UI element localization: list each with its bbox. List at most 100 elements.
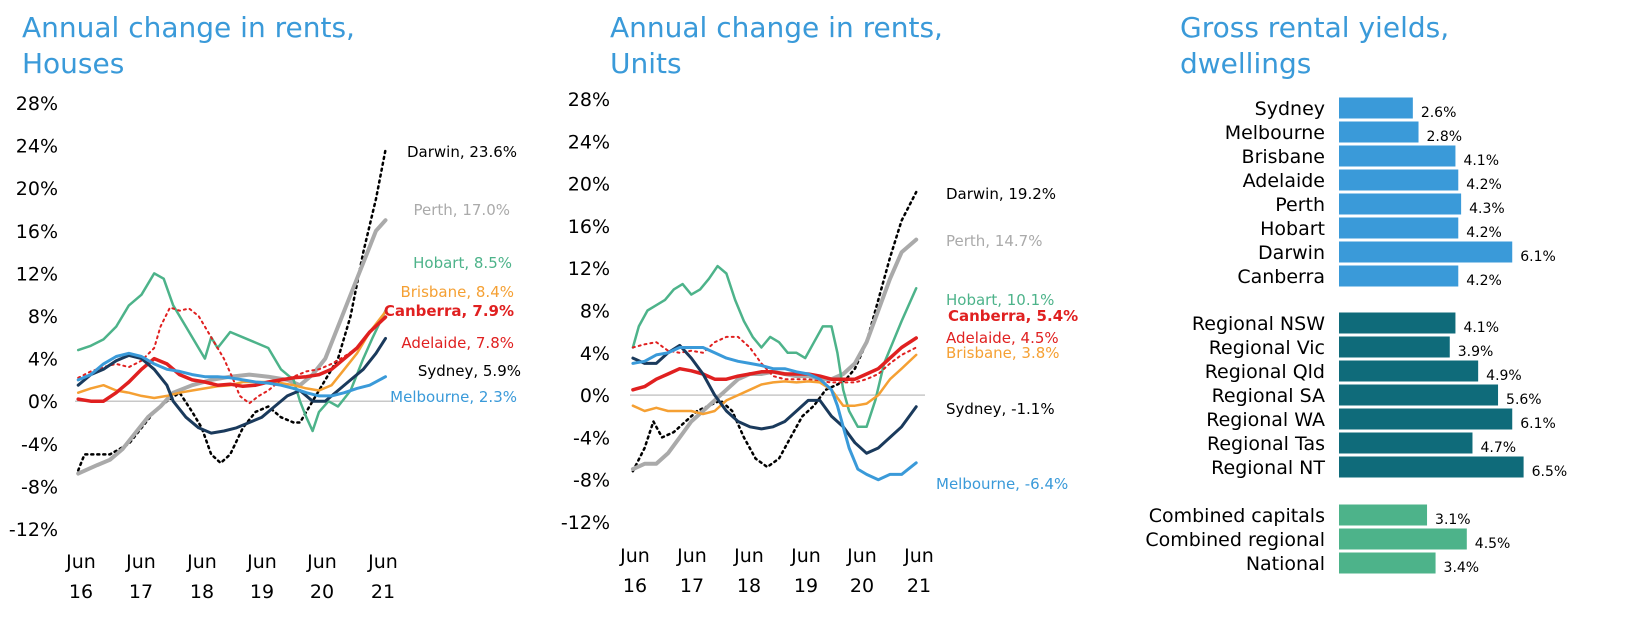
units-ytick-label: -8% xyxy=(573,470,610,492)
bar-value-label: 4.2% xyxy=(1466,273,1502,289)
houses-xtick-month: Jun xyxy=(125,551,156,573)
bar-name-label: Melbourne xyxy=(1225,122,1325,144)
units-series-brisbane-line xyxy=(631,353,918,416)
bar-adelaide xyxy=(1339,169,1459,191)
houses-ytick-label: 24% xyxy=(16,136,58,158)
houses-line-chart: 28% 24% 20% 16% 12% 8% 4% 0% -4% -8% -12% Jun 16 Jun 1… xyxy=(9,93,521,603)
houses-series-darwin-label: Darwin, 23.6% xyxy=(407,143,517,161)
bar-name-label: Regional NSW xyxy=(1192,313,1325,335)
units-chart-title: Annual change in rents, Units xyxy=(610,10,943,82)
houses-series-melbourne-line xyxy=(76,351,387,398)
units-title-line2: Units xyxy=(610,47,682,80)
bar-value-label: 6.1% xyxy=(1520,416,1556,432)
units-xtick-month: Jun xyxy=(619,545,650,567)
units-series-hobart-line xyxy=(631,264,918,429)
houses-xtick-year: 20 xyxy=(310,581,334,603)
bar-name-label: Regional WA xyxy=(1206,409,1325,431)
houses-ytick-label: 20% xyxy=(16,178,58,200)
bar-value-label: 3.4% xyxy=(1444,560,1480,576)
houses-ytick-label: 16% xyxy=(16,221,58,243)
units-ytick-label: 24% xyxy=(568,131,610,153)
houses-xtick-month: Jun xyxy=(367,551,398,573)
houses-series-perth-line xyxy=(76,218,388,476)
houses-ytick-label: 12% xyxy=(16,263,58,285)
units-series-melbourne-label: Melbourne, -6.4% xyxy=(936,475,1068,493)
houses-series-canberra-label: Canberra, 7.9% xyxy=(384,302,514,320)
bar-regional-vic xyxy=(1339,336,1450,358)
units-ytick-label: 12% xyxy=(568,258,610,280)
units-series-brisbane-label: Brisbane, 3.8% xyxy=(946,344,1060,362)
units-xtick-month: Jun xyxy=(903,545,934,567)
houses-title-line2: Houses xyxy=(22,47,125,80)
bar-value-label: 4.5% xyxy=(1475,536,1511,552)
houses-series-adelaide-label: Adelaide, 7.8% xyxy=(401,334,514,352)
bar-name-label: Regional SA xyxy=(1212,385,1325,407)
bar-regional-tas xyxy=(1339,432,1473,454)
units-series-adelaide-label: Adelaide, 4.5% xyxy=(946,329,1059,347)
houses-ytick-label: -8% xyxy=(21,476,58,498)
bar-name-label: Hobart xyxy=(1260,218,1325,240)
units-xtick-month: Jun xyxy=(846,545,877,567)
bar-melbourne xyxy=(1339,121,1419,143)
houses-chart-title: Annual change in rents, Houses xyxy=(22,10,355,82)
houses-series-hobart-label: Hobart, 8.5% xyxy=(413,254,512,272)
units-ytick-label: 20% xyxy=(568,174,610,196)
bar-value-label: 5.6% xyxy=(1506,392,1542,408)
units-series-adelaide-line xyxy=(631,335,918,384)
houses-xtick-year: 17 xyxy=(129,581,153,603)
houses-series-melbourne-label: Melbourne, 2.3% xyxy=(390,388,517,406)
bar-name-label: Regional Tas xyxy=(1207,433,1325,455)
units-series-sydney-label: Sydney, -1.1% xyxy=(946,400,1055,418)
units-series-perth-line xyxy=(630,237,919,472)
bar-value-label: 6.5% xyxy=(1532,464,1568,480)
units-xtick-year: 19 xyxy=(794,575,818,597)
units-series-darwin-line xyxy=(631,190,918,473)
units-ytick-label: 4% xyxy=(580,343,610,365)
bar-name-label: Adelaide xyxy=(1243,170,1325,192)
units-xtick-year: 16 xyxy=(623,575,647,597)
houses-ytick-label: -12% xyxy=(9,519,58,541)
units-xtick-year: 17 xyxy=(680,575,704,597)
bar-value-label: 4.1% xyxy=(1463,320,1499,336)
units-series-perth-label: Perth, 14.7% xyxy=(946,232,1042,250)
bar-combined-capitals xyxy=(1339,504,1428,526)
units-ytick-label: -12% xyxy=(561,512,610,534)
bar-value-label: 4.2% xyxy=(1466,177,1502,193)
units-series-sydney-line xyxy=(631,343,918,455)
yields-bar-chart: Sydney 2.6% Melbourne 2.8% Brisbane 4.1% Adela… xyxy=(1145,97,1568,576)
bar-perth xyxy=(1339,193,1462,215)
houses-series-brisbane-label: Brisbane, 8.4% xyxy=(400,283,514,301)
units-ytick-label: 28% xyxy=(568,89,610,111)
houses-xtick-year: 16 xyxy=(69,581,93,603)
units-series-canberra-line xyxy=(631,336,918,392)
houses-xtick-month: Jun xyxy=(65,551,96,573)
houses-series-perth-label: Perth, 17.0% xyxy=(414,201,510,219)
bar-name-label: National xyxy=(1246,553,1325,575)
yields-title-line2: dwellings xyxy=(1180,47,1312,80)
bar-name-label: Perth xyxy=(1275,194,1325,216)
bar-name-label: Sydney xyxy=(1255,98,1325,120)
bar-name-label: Darwin xyxy=(1258,242,1325,264)
units-title-line1: Annual change in rents, xyxy=(610,11,943,44)
bar-name-label: Regional Qld xyxy=(1205,361,1325,383)
units-series-melbourne-line xyxy=(631,346,918,482)
yields-chart-title: Gross rental yields, dwellings xyxy=(1180,10,1449,82)
bar-name-label: Brisbane xyxy=(1242,146,1325,168)
houses-xtick-month: Jun xyxy=(186,551,217,573)
houses-ytick-label: 4% xyxy=(28,349,58,371)
units-series-hobart-label: Hobart, 10.1% xyxy=(946,291,1054,309)
bar-regional-wa xyxy=(1339,408,1513,430)
bar-name-label: Regional Vic xyxy=(1209,337,1325,359)
houses-series-adelaide-line xyxy=(77,306,387,405)
bar-value-label: 4.3% xyxy=(1469,201,1505,217)
units-xtick-year: 20 xyxy=(850,575,874,597)
bar-value-label: 2.8% xyxy=(1427,129,1463,145)
bar-name-label: Combined capitals xyxy=(1149,505,1325,527)
houses-ytick-label: -4% xyxy=(21,434,58,456)
units-series-darwin-label: Darwin, 19.2% xyxy=(946,185,1056,203)
bar-regional-nsw xyxy=(1339,312,1456,334)
houses-series-sydney-label: Sydney, 5.9% xyxy=(418,362,521,380)
houses-xtick-month: Jun xyxy=(246,551,277,573)
bar-regional-qld xyxy=(1339,360,1479,382)
